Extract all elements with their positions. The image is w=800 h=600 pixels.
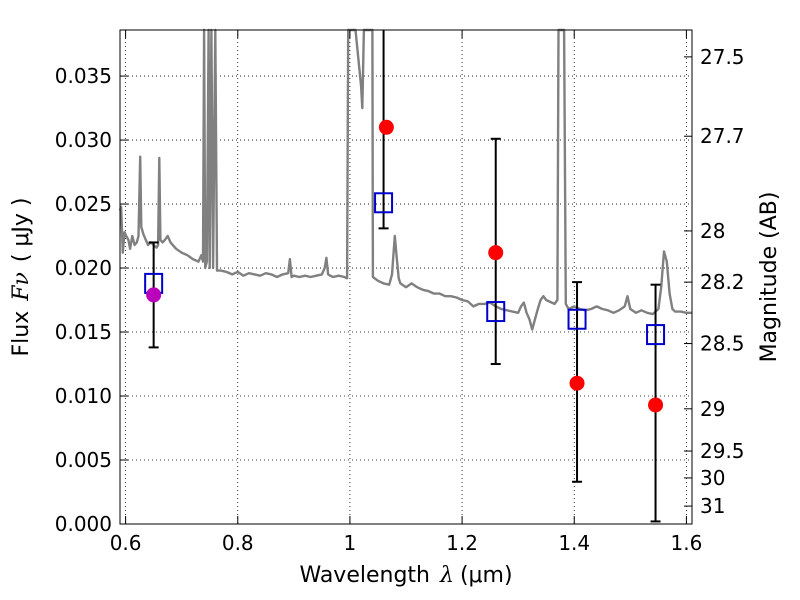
observed-point-marker bbox=[488, 245, 504, 261]
y2-tick-label: 28.5 bbox=[700, 332, 745, 356]
model-square-marker bbox=[374, 192, 394, 214]
model-square-marker bbox=[646, 324, 666, 346]
x-axis-label-text: Wavelength bbox=[299, 563, 430, 588]
y2-tick-label: 27.7 bbox=[700, 124, 745, 148]
x-tick-label: 0.6 bbox=[110, 531, 142, 555]
x-axis-label-symbol: λ bbox=[439, 563, 454, 588]
y-axis-label-unit: ( μJy ) bbox=[9, 197, 34, 262]
observed-point-marker bbox=[648, 397, 664, 413]
plot-frame bbox=[119, 29, 693, 525]
y-tick-label: 0.025 bbox=[55, 192, 112, 216]
marker-layer bbox=[144, 119, 666, 413]
y2-tick-label: 29.5 bbox=[700, 439, 745, 463]
y-tick-label: 0.005 bbox=[55, 448, 112, 472]
model-square-marker bbox=[567, 308, 587, 330]
y-tick-label: 0.020 bbox=[55, 256, 112, 280]
y2-tick-label: 31 bbox=[700, 494, 725, 518]
spectrum-line bbox=[118, 28, 692, 331]
y2-tick-label: 30 bbox=[700, 466, 725, 490]
y-axis-label-symbol: Fν bbox=[9, 272, 34, 302]
y-tick-label: 0.030 bbox=[55, 128, 112, 152]
y2-tick-label: 29 bbox=[700, 397, 725, 421]
y-axis-label: Flux Fν ( μJy ) bbox=[9, 197, 34, 356]
tick-layer: 0.6 0.8 1 1.2 1.4 1.6 0.000 0.005 0.010 0.015 0.02… bbox=[55, 30, 745, 555]
y2-axis-label: Magnitude (AB) bbox=[757, 192, 782, 363]
y2-tick-label: 28 bbox=[700, 219, 725, 243]
x-tick-label: 1.6 bbox=[670, 531, 702, 555]
observed-point-marker bbox=[378, 119, 394, 135]
x-tick-label: 1.4 bbox=[558, 531, 590, 555]
observed-point-marker bbox=[569, 375, 585, 391]
y-tick-label: 0.010 bbox=[55, 384, 112, 408]
spectrum-layer bbox=[118, 28, 692, 331]
y-axis-label-text: Flux bbox=[9, 311, 34, 357]
errorbar-layer bbox=[148, 30, 661, 523]
x-tick-label: 1 bbox=[344, 531, 357, 555]
observed-point-marker bbox=[146, 287, 162, 303]
y2-tick-label: 27.5 bbox=[700, 45, 745, 69]
x-tick-label: 1.2 bbox=[446, 531, 478, 555]
y2-tick-label: 28.2 bbox=[700, 270, 745, 294]
model-square-marker bbox=[486, 301, 506, 323]
x-axis-label-unit: (μm) bbox=[460, 563, 513, 588]
x-tick-label: 0.8 bbox=[222, 531, 254, 555]
grid-layer bbox=[120, 30, 692, 525]
y-tick-label: 0.015 bbox=[55, 320, 112, 344]
y-tick-label: 0.035 bbox=[55, 64, 112, 88]
x-axis-label: Wavelength λ (μm) bbox=[299, 563, 512, 588]
y-tick-label: 0.000 bbox=[55, 512, 112, 536]
